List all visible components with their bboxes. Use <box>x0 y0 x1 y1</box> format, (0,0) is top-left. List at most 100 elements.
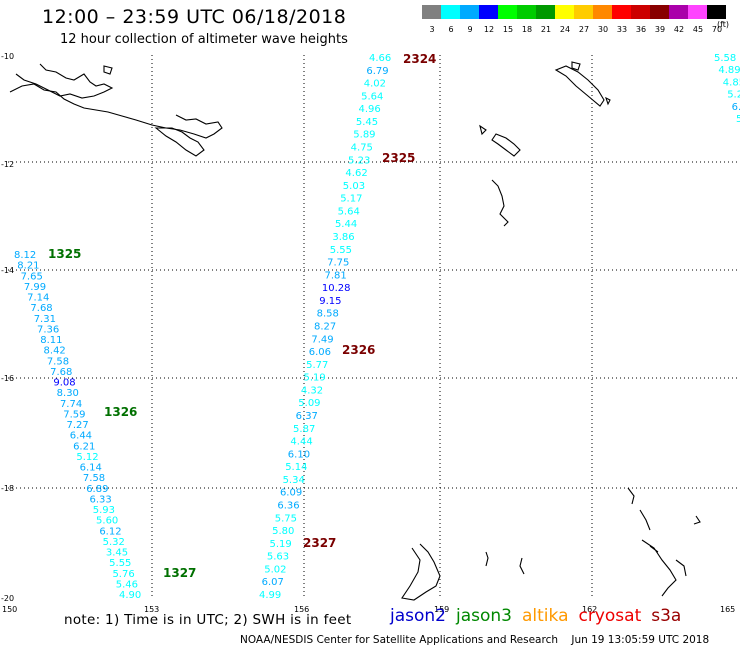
swh-value: 6.36 <box>277 501 299 512</box>
lon-label: 159 <box>434 605 449 614</box>
coastline-island-a <box>154 127 205 157</box>
pass-label: 2326 <box>342 343 375 357</box>
coastline-vanuatu <box>627 487 701 597</box>
scale-label: 9 <box>467 25 473 34</box>
swh-value: 7.74 <box>60 399 82 410</box>
swh-value: 3.45 <box>106 548 128 559</box>
scale-swatch <box>574 5 593 19</box>
swh-value: 6.79 <box>366 66 388 77</box>
swh-value: 6.37 <box>296 411 318 422</box>
swh-value: 6.10 <box>288 449 310 460</box>
swh-value: 6.07 <box>262 577 284 588</box>
scale-label: 39 <box>654 25 666 34</box>
swh-value: 4.90 <box>119 590 141 601</box>
swh-value: 5.87 <box>293 424 315 435</box>
swh-value: 5.19 <box>304 373 326 384</box>
pass-label: 2327 <box>303 536 336 550</box>
swh-value: 5.45 <box>356 117 378 128</box>
lat-label: -10 <box>1 52 14 61</box>
coastline-island-b <box>103 65 113 75</box>
swh-value: 4.62 <box>345 168 367 179</box>
scale-label: 12 <box>483 25 495 34</box>
swh-value: 8.27 <box>314 322 336 333</box>
scale-swatch <box>707 5 726 19</box>
lat-label: -18 <box>1 484 14 493</box>
swh-value: 10.28 <box>322 283 351 294</box>
swh-value: 8.58 <box>317 309 339 320</box>
swh-value: 9.08 <box>53 378 75 389</box>
scale-label: 70 <box>711 25 723 34</box>
swh-value: 7.81 <box>324 270 346 281</box>
lon-label: 156 <box>294 605 309 614</box>
swh-value: 4.66 <box>369 53 391 64</box>
swh-value: 7.58 <box>83 473 105 484</box>
swh-value: 5.64 <box>338 206 360 217</box>
coastline-rennell <box>491 179 509 227</box>
swh-value: 5.23 <box>348 155 370 166</box>
lon-label: 162 <box>582 605 597 614</box>
swh-value: 7.75 <box>327 258 349 269</box>
altimeter-tracks: 8.128.217.657.997.147.687.317.368.118.42… <box>14 53 740 601</box>
scale-swatch <box>517 5 536 19</box>
swh-value: 7.59 <box>63 409 85 420</box>
lon-label: 153 <box>144 605 159 614</box>
lat-label: -14 <box>1 266 14 275</box>
scale-label: 24 <box>559 25 571 34</box>
coastline-bougainville <box>554 65 605 107</box>
coastline-reef-a <box>485 551 489 567</box>
scale-label: 21 <box>540 25 552 34</box>
swh-value: 5.93 <box>93 505 115 516</box>
scale-swatch <box>631 5 650 19</box>
swh-value: 3.86 <box>332 232 354 243</box>
coastline-new-britain <box>9 83 223 139</box>
swh-value: 8.11 <box>40 335 62 346</box>
coastline-guadalcanal <box>479 124 521 157</box>
swh-value: 7.58 <box>47 356 69 367</box>
swh-value: 5.14 <box>285 462 307 473</box>
lat-label: -12 <box>1 160 14 169</box>
scale-swatch <box>479 5 498 19</box>
map-subtitle: 12 hour collection of altimeter wave hei… <box>60 32 348 47</box>
swh-value: 5.32 <box>103 537 125 548</box>
timestamp-text: Jun 19 13:05:59 UTC 2018 <box>571 634 710 646</box>
swh-value: 5.60 <box>96 516 118 527</box>
coastline-islet-b <box>605 96 611 106</box>
scale-label: 15 <box>502 25 514 34</box>
swh-value: 5.75 <box>275 513 297 524</box>
swh-value: 4.32 <box>301 385 323 396</box>
satellite-legend: jason2 jason3 altika cryosat s3a <box>390 606 691 626</box>
swh-value: 4.89 <box>718 65 740 76</box>
swh-value: 5.77 <box>306 360 328 371</box>
swh-value: 7.68 <box>30 303 52 314</box>
swh-value: 6.21 <box>73 441 95 452</box>
swh-value: 5.76 <box>112 569 134 580</box>
swh-value: 7.14 <box>27 293 49 304</box>
swh-value: 6.89 <box>86 484 108 495</box>
swh-value: 6.06 <box>309 347 331 358</box>
scale-label: 6 <box>448 25 454 34</box>
swh-value: 7.65 <box>21 271 43 282</box>
scale-swatch <box>536 5 555 19</box>
scale-swatch <box>555 5 574 19</box>
swh-value: 5.17 <box>340 194 362 205</box>
lon-label: 165 <box>720 605 735 614</box>
scale-label: 42 <box>673 25 685 34</box>
axis-labels: 150 153 156 159 162 165 -10 -12 -14 -16 -18 -20 <box>1 52 735 614</box>
swh-value: 5.89 <box>353 130 375 141</box>
scale-swatch <box>593 5 612 19</box>
swh-value: 4.44 <box>290 437 312 448</box>
coastline-new-caledonia-w <box>401 543 441 601</box>
swh-value: 9.15 <box>319 296 341 307</box>
footer-credit: NOAA/NESDIS Center for Satellite Applica… <box>240 634 709 646</box>
swh-value: 5.58 <box>714 53 736 64</box>
scale-swatch <box>612 5 631 19</box>
scale-swatch <box>669 5 688 19</box>
lon-label: 150 <box>2 605 17 614</box>
swh-value: 5.03 <box>343 181 365 192</box>
pass-labels: 2324 2325 2326 2327 1325 1326 1327 <box>48 52 436 580</box>
scale-label: 30 <box>597 25 609 34</box>
scale-label: 27 <box>578 25 590 34</box>
lat-label: -20 <box>1 594 14 603</box>
note-text: note: 1) Time is in UTC; 2) SWH is in fe… <box>64 612 352 628</box>
swh-value: 5.64 <box>361 91 383 102</box>
